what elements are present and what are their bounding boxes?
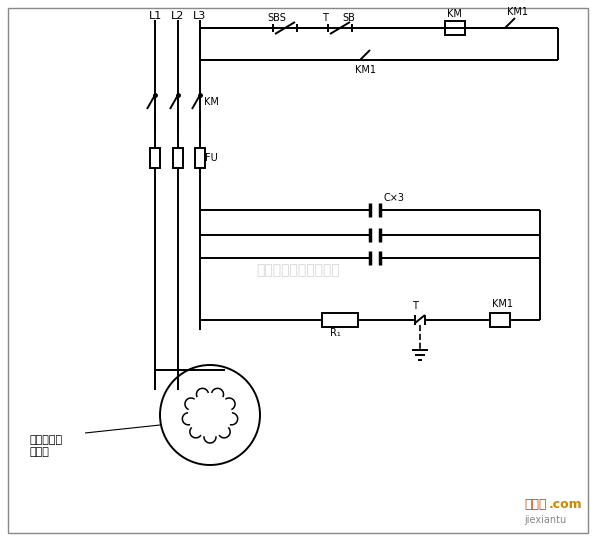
Text: T: T [412,301,418,311]
Bar [150,148,160,168]
Text: SB: SB [342,13,355,23]
Text: KM1: KM1 [355,65,375,75]
Text: L1: L1 [148,11,162,21]
Text: .com: .com [548,498,582,511]
Text: 接线图: 接线图 [524,498,547,511]
Text: jiexiantu: jiexiantu [524,515,567,525]
Text: KM1: KM1 [507,7,528,17]
Text: T: T [322,13,328,23]
Text: KM: KM [204,97,219,107]
Text: 杭州裕睿科技有限公司: 杭州裕睿科技有限公司 [256,263,340,278]
Text: L2: L2 [171,11,185,21]
Text: L3: L3 [193,11,207,21]
Text: C×3: C×3 [383,193,404,203]
Text: R₁: R₁ [330,328,341,338]
Bar [445,21,465,35]
Bar [173,148,183,168]
Text: FU: FU [205,153,218,163]
Text: KM1: KM1 [492,299,513,309]
Text: 三角形联结
电动机: 三角形联结 电动机 [30,435,63,457]
Text: KM: KM [447,9,462,19]
Text: SBS: SBS [268,13,287,23]
Bar [195,148,205,168]
Bar [322,313,358,327]
Circle shape [160,365,260,465]
Bar [490,313,510,327]
